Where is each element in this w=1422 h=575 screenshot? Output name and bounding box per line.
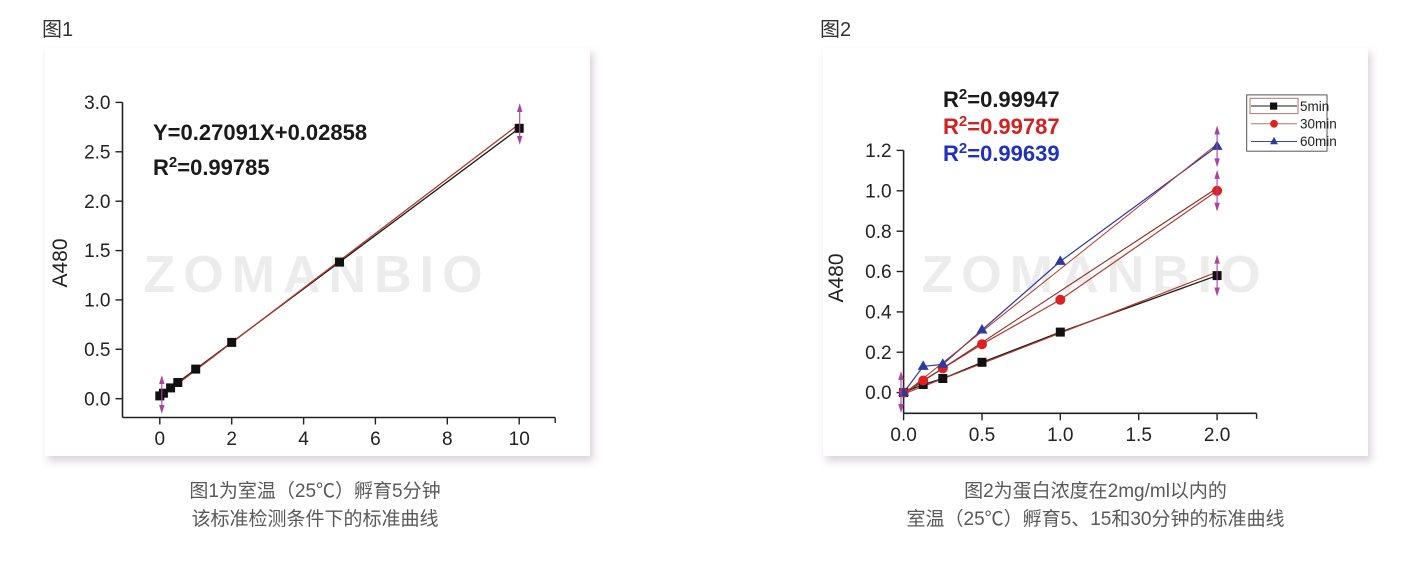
svg-text:1.5: 1.5 bbox=[1125, 425, 1151, 446]
svg-text:2.0: 2.0 bbox=[84, 192, 110, 213]
svg-text:1.2: 1.2 bbox=[865, 141, 891, 162]
svg-text:1.5: 1.5 bbox=[84, 241, 110, 262]
svg-text:60min: 60min bbox=[1300, 134, 1337, 149]
svg-text:5min: 5min bbox=[1300, 99, 1329, 114]
svg-text:0: 0 bbox=[155, 429, 166, 450]
svg-text:1.0: 1.0 bbox=[1047, 425, 1073, 446]
svg-text:0.5: 0.5 bbox=[969, 425, 995, 446]
svg-text:0.0: 0.0 bbox=[865, 383, 891, 404]
svg-text:ZOMANBIO: ZOMANBIO bbox=[143, 246, 490, 304]
svg-text:0.6: 0.6 bbox=[865, 262, 891, 283]
svg-text:1.0: 1.0 bbox=[84, 291, 110, 312]
svg-text:0.4: 0.4 bbox=[865, 303, 892, 324]
svg-text:10: 10 bbox=[509, 429, 530, 450]
svg-text:2.5: 2.5 bbox=[84, 142, 110, 163]
svg-text:R2=0.99785: R2=0.99785 bbox=[153, 154, 270, 180]
svg-text:R2=0.99947: R2=0.99947 bbox=[943, 86, 1060, 112]
svg-text:3.0: 3.0 bbox=[84, 93, 110, 114]
svg-text:6: 6 bbox=[370, 429, 381, 450]
svg-text:0.5: 0.5 bbox=[84, 340, 110, 361]
svg-text:A480: A480 bbox=[825, 253, 848, 302]
svg-text:Y=0.27091X+0.02858: Y=0.27091X+0.02858 bbox=[153, 120, 367, 145]
svg-text:A480: A480 bbox=[49, 238, 72, 287]
svg-text:2: 2 bbox=[226, 429, 237, 450]
svg-text:0.0: 0.0 bbox=[890, 425, 916, 446]
svg-text:1.0: 1.0 bbox=[865, 181, 891, 202]
svg-text:0.8: 0.8 bbox=[865, 222, 891, 243]
svg-text:0.0: 0.0 bbox=[84, 389, 110, 410]
svg-text:30min: 30min bbox=[1300, 117, 1337, 132]
svg-text:4: 4 bbox=[298, 429, 309, 450]
svg-text:0.2: 0.2 bbox=[865, 343, 891, 364]
svg-text:2.0: 2.0 bbox=[1204, 425, 1230, 446]
svg-text:8: 8 bbox=[442, 429, 453, 450]
svg-text:R2=0.99787: R2=0.99787 bbox=[943, 113, 1060, 139]
svg-text:R2=0.99639: R2=0.99639 bbox=[943, 140, 1060, 166]
